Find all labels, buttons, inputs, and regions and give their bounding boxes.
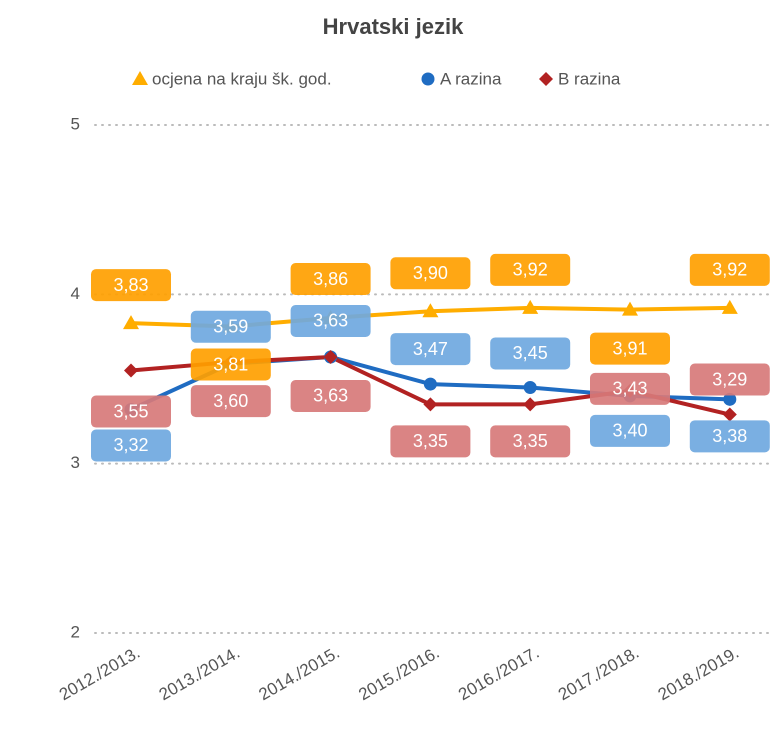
legend-label: B razina — [558, 69, 621, 88]
label-text: 3,35 — [513, 431, 548, 451]
label-box — [91, 429, 171, 462]
marker — [423, 397, 438, 412]
data-label: 3,63 — [290, 379, 371, 412]
x-tick-label: 2014./2015. — [256, 643, 343, 704]
legend-label: ocjena na kraju šk. god. — [152, 69, 332, 88]
marker — [722, 407, 737, 422]
label-text: 3,63 — [313, 311, 348, 331]
y-tick-label: 4 — [71, 284, 80, 303]
marker — [422, 303, 439, 318]
data-label: 3,40 — [590, 414, 670, 447]
x-tick-label: 2016./2017. — [455, 643, 542, 704]
data-label: 3,47 — [390, 333, 471, 366]
data-label: 3,92 — [490, 253, 571, 286]
label-text: 3,45 — [513, 343, 548, 363]
data-label: 3,32 — [91, 429, 171, 462]
label-text: 3,92 — [712, 260, 747, 280]
label-box — [190, 385, 271, 418]
data-label: 3,83 — [91, 269, 171, 302]
label-box — [689, 253, 770, 286]
label-text: 3,55 — [113, 401, 148, 421]
data-label: 3,91 — [590, 332, 670, 365]
marker — [123, 315, 139, 330]
y-tick-label: 2 — [71, 622, 80, 641]
data-label: 3,63 — [290, 304, 371, 337]
label-box — [290, 263, 371, 296]
data-label: 3,86 — [290, 263, 371, 296]
label-box — [590, 372, 670, 405]
label-text: 3,86 — [313, 269, 348, 289]
x-tick-label: 2017./2018. — [555, 643, 642, 704]
label-text: 3,83 — [113, 275, 148, 295]
marker — [132, 71, 148, 85]
label-box — [390, 425, 471, 458]
data-label: 3,38 — [689, 420, 770, 453]
chart-title: Hrvatski jezik — [323, 14, 464, 39]
label-box — [190, 348, 271, 381]
label-text: 3,40 — [612, 421, 647, 441]
data-label: 3,90 — [390, 257, 471, 290]
label-box — [590, 414, 670, 447]
data-label: 3,59 — [190, 310, 271, 343]
marker — [323, 349, 338, 364]
label-box — [190, 310, 271, 343]
marker — [421, 72, 435, 86]
label-text: 3,90 — [413, 263, 448, 283]
data-label: 3,35 — [390, 425, 471, 458]
label-text: 3,47 — [413, 339, 448, 359]
data-label: 3,81 — [190, 348, 271, 381]
label-box — [490, 425, 571, 458]
y-tick-label: 3 — [71, 453, 80, 472]
x-tick-label: 2015./2016. — [355, 643, 442, 704]
label-text: 3,63 — [313, 386, 348, 406]
label-text: 3,81 — [213, 354, 248, 374]
label-text: 3,60 — [213, 391, 248, 411]
data-label: 3,45 — [490, 337, 571, 370]
data-label: 3,55 — [91, 395, 171, 428]
data-label: 3,35 — [490, 425, 571, 458]
label-text: 3,32 — [113, 435, 148, 455]
y-tick-label: 5 — [71, 114, 80, 133]
label-text: 3,29 — [712, 369, 747, 389]
label-box — [390, 333, 471, 366]
data-label: 3,60 — [190, 385, 271, 418]
label-box — [590, 332, 670, 365]
marker — [723, 392, 737, 406]
label-text: 3,38 — [712, 426, 747, 446]
marker — [622, 301, 638, 316]
label-text: 3,35 — [413, 431, 448, 451]
label-box — [490, 253, 571, 286]
x-tick-label: 2013./2014. — [156, 643, 243, 704]
label-text: 3,92 — [513, 260, 548, 280]
label-box — [290, 379, 371, 412]
data-label: 3,29 — [689, 363, 770, 396]
label-text: 3,59 — [213, 317, 248, 337]
label-text: 3,91 — [612, 338, 647, 358]
marker — [522, 299, 539, 314]
label-box — [290, 304, 371, 337]
legend-label: A razina — [440, 69, 502, 88]
label-box — [91, 269, 171, 302]
data-label: 3,92 — [689, 253, 770, 286]
marker — [523, 397, 538, 412]
x-tick-label: 2012./2013. — [56, 643, 143, 704]
marker — [523, 380, 537, 394]
data-label: 3,43 — [590, 372, 670, 405]
label-box — [390, 257, 471, 290]
x-tick-label: 2018./2019. — [655, 643, 742, 704]
marker — [721, 299, 738, 314]
label-box — [91, 395, 171, 428]
label-text: 3,43 — [612, 379, 647, 399]
marker — [124, 363, 138, 378]
marker — [423, 377, 437, 391]
label-box — [490, 337, 571, 370]
label-box — [689, 420, 770, 453]
label-box — [689, 363, 770, 396]
marker — [539, 72, 553, 86]
